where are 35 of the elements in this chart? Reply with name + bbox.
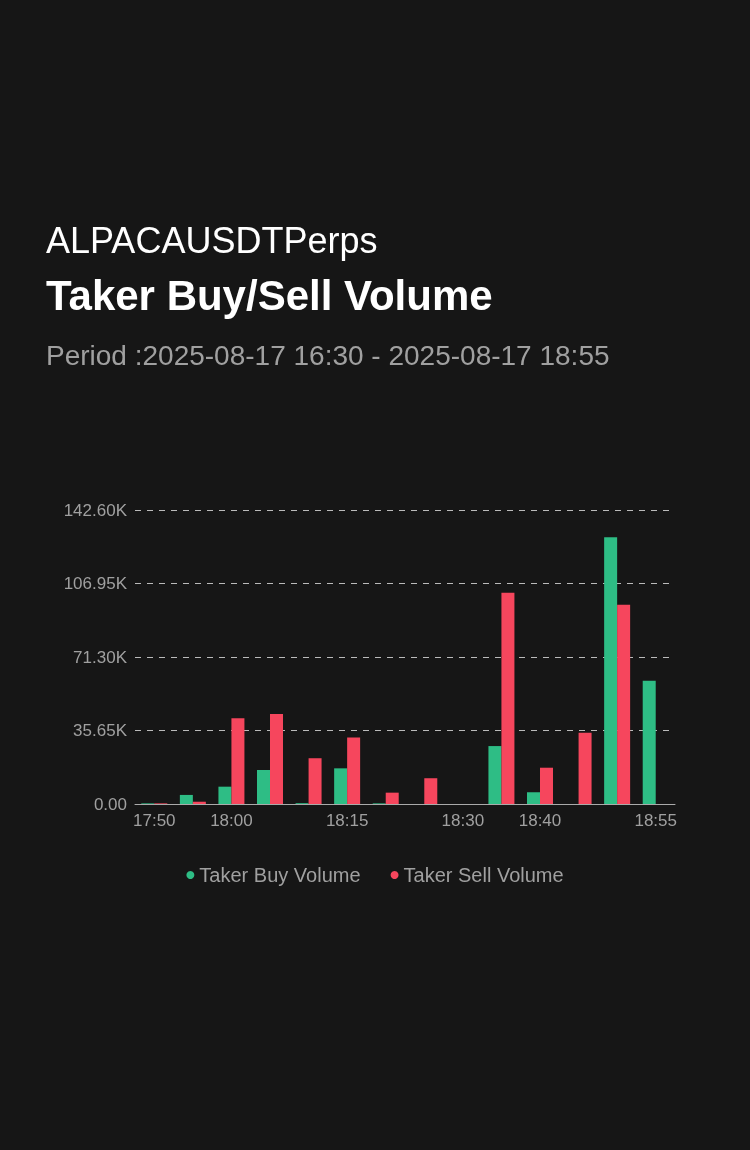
- y-tick-label: 0.00: [93, 794, 127, 814]
- x-tick-label: 18:40: [518, 811, 562, 830]
- bar: [231, 718, 245, 804]
- y-tick-label: 35.65K: [73, 721, 128, 740]
- bar: [617, 604, 631, 804]
- bar: [527, 792, 540, 804]
- bar: [540, 767, 553, 804]
- x-tick-label: 18:55: [634, 811, 677, 830]
- bar: [347, 737, 361, 804]
- bar: [257, 769, 270, 804]
- text: ALPACAUSDTPerps: [46, 220, 379, 262]
- bar: [604, 537, 618, 804]
- bar: [192, 801, 206, 804]
- y-tick-label: 142.60K: [63, 500, 128, 520]
- bar: [642, 680, 656, 804]
- x-tick-label: 18:15: [325, 811, 369, 830]
- bar: [578, 732, 592, 804]
- bar: [270, 713, 283, 804]
- bar: [179, 794, 193, 804]
- bar: [308, 758, 322, 804]
- y-tick-label: 106.95K: [63, 574, 128, 593]
- legend-label: Taker Sell Volume: [403, 864, 564, 886]
- bar: [501, 592, 515, 804]
- x-tick-label: 17:50: [133, 811, 176, 830]
- bar: [218, 786, 232, 804]
- bar: [385, 792, 399, 804]
- x-tick-label: 18:00: [210, 811, 253, 830]
- bar: [424, 778, 438, 804]
- bar: [488, 746, 502, 804]
- chart-title: Taker Buy/Sell Volume: [46, 272, 494, 320]
- bar: [334, 768, 348, 804]
- chart-subtitle: Period :2025-08-17 16:30 - 2025-08-17 18:55: [46, 339, 611, 373]
- legend-label: Taker Buy Volume: [199, 864, 361, 886]
- y-tick-label: 71.30K: [73, 647, 128, 667]
- x-tick-label: 18:30: [441, 811, 485, 830]
